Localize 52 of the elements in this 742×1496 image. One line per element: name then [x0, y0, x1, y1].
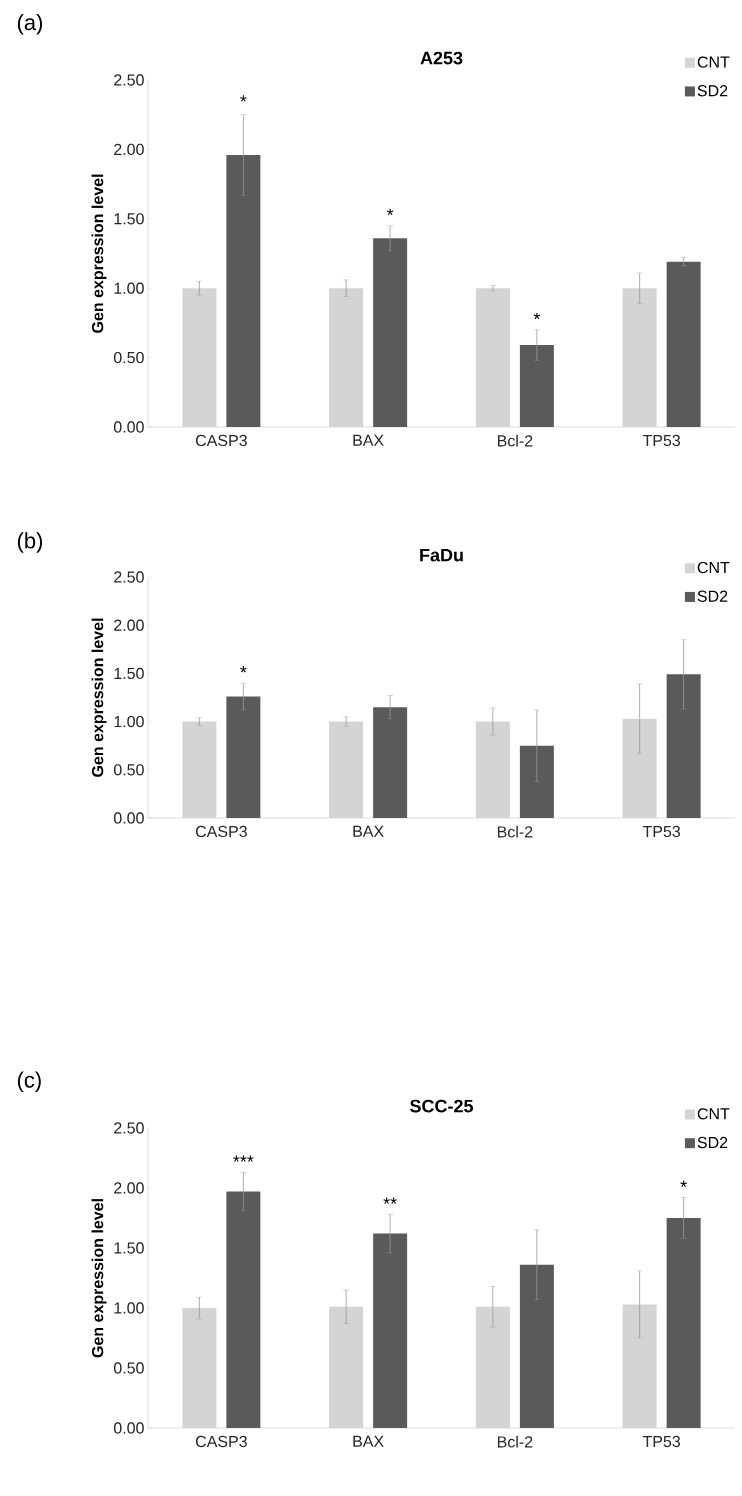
text: (b)	[17, 532, 43, 553]
y-axis-title: Gen expression level	[91, 174, 107, 333]
y-tick-label: 1.50	[114, 213, 144, 225]
y-axis-title: Gen expression level	[91, 618, 107, 777]
chart-title: SCC-25	[410, 1099, 474, 1113]
x-tick-label: TP53	[642, 434, 681, 447]
y-tick-label: 1.00	[114, 1302, 144, 1314]
text: (a)	[17, 14, 43, 35]
x-tick-label: BAX	[353, 434, 384, 446]
x-tick-label: BAX	[353, 825, 384, 837]
y-tick-label: 2.00	[114, 143, 144, 156]
y-axis-title: Gen expression level	[91, 1199, 107, 1358]
y-tick-label: 0.50	[113, 1362, 144, 1374]
annotation: *	[240, 666, 247, 673]
annotation: *	[680, 1180, 687, 1187]
y-tick-label: 2.00	[114, 1182, 144, 1194]
x-tick-label: Bcl-2	[497, 434, 533, 447]
x-tick-label: CASP3	[195, 434, 247, 447]
y-tick-label: 1.50	[114, 1242, 144, 1254]
y-tick-label: 1.00	[114, 282, 144, 294]
x-tick-label: BAX	[353, 1435, 384, 1447]
chart-title: A253	[420, 51, 463, 65]
legend-label: SD2	[697, 590, 728, 602]
chart-title: FaDu	[420, 548, 463, 562]
legend-label: CNT	[697, 561, 730, 574]
legend-label: SD2	[697, 1136, 728, 1149]
x-tick-label: TP53	[642, 825, 681, 838]
annotation: *	[386, 208, 394, 216]
y-tick-label: 0.50	[113, 351, 144, 364]
x-tick-label: CASP3	[195, 1435, 247, 1448]
legend-label: SD2	[697, 85, 728, 97]
x-tick-label: CASP3	[195, 825, 247, 838]
x-tick-label: TP53	[642, 1435, 681, 1448]
y-tick-label: 1.50	[114, 667, 144, 680]
y-tick-label: 0.50	[113, 764, 144, 776]
y-tick-label: 2.50	[114, 571, 144, 583]
x-tick-label: Bcl-2	[497, 1435, 533, 1448]
x-tick-label: Bcl-2	[497, 825, 533, 838]
y-tick-label: 0.00	[113, 421, 144, 433]
annotation: *	[240, 95, 247, 102]
annotation: ***	[233, 1155, 254, 1162]
y-tick-label: 0.00	[113, 812, 144, 824]
annotation: **	[383, 1197, 397, 1204]
annotation: *	[533, 312, 541, 320]
y-tick-label: 2.50	[114, 74, 144, 86]
y-tick-label: 1.00	[114, 715, 144, 728]
legend-label: CNT	[697, 1108, 730, 1120]
legend-label: CNT	[697, 56, 730, 68]
text: (c)	[17, 1071, 41, 1093]
y-tick-label: 2.00	[114, 619, 144, 631]
y-tick-label: 0.00	[113, 1422, 144, 1434]
y-tick-label: 2.50	[114, 1122, 144, 1134]
